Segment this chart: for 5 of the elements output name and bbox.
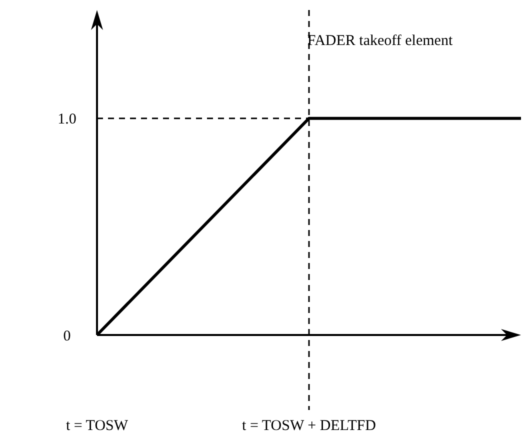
text: FADER takeoff element xyxy=(307,33,454,49)
x-tick-label: t = TOSW + DELTFD xyxy=(242,418,376,434)
x-tick-label: t = TOSW xyxy=(66,418,129,434)
y-tick-label: 0 xyxy=(63,328,71,344)
y-tick-label: 1.0 xyxy=(58,112,76,128)
